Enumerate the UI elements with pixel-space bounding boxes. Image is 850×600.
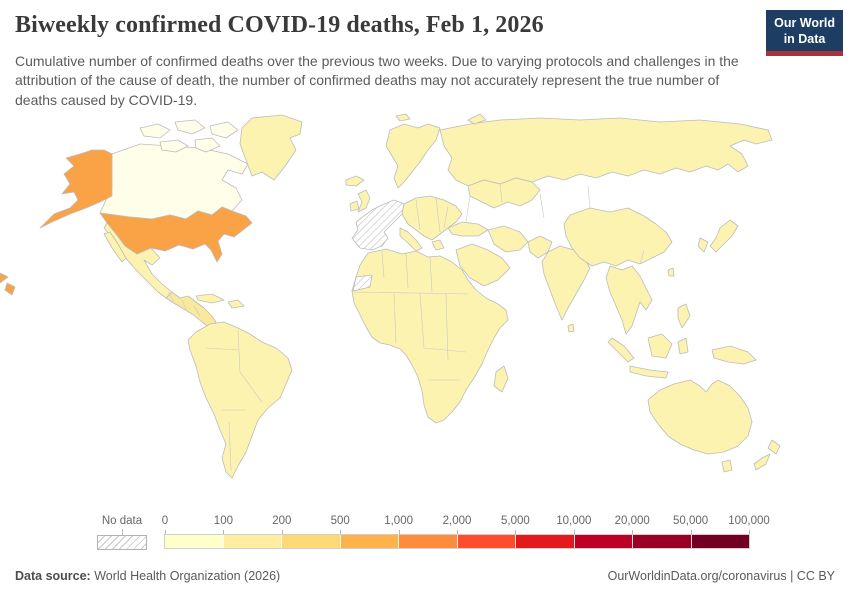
legend-no-data-label: No data	[101, 515, 143, 527]
legend-tick-mark	[457, 530, 458, 536]
world-map	[0, 110, 850, 510]
owid-logo[interactable]: Our World in Data	[766, 10, 843, 57]
legend-bucket[interactable]	[223, 535, 282, 548]
legend-tick-mark	[749, 530, 750, 536]
legend-color-bar	[164, 534, 750, 549]
map-region-greece[interactable]	[431, 239, 445, 251]
legend-bucket[interactable]	[165, 535, 224, 548]
legend-tick-label: 50,000	[673, 515, 709, 527]
map-region-arabia[interactable]	[455, 243, 511, 287]
map-region-new-zealand[interactable]	[753, 439, 781, 471]
legend-tick-label: 1,000	[384, 515, 413, 527]
legend-tick-mark	[515, 530, 517, 536]
map-region-indochina[interactable]	[605, 265, 653, 335]
map-region-madagascar[interactable]	[493, 365, 509, 393]
map-region-philippines[interactable]	[677, 303, 691, 329]
map-region-svalbard[interactable]	[395, 113, 411, 122]
legend-tick-mark	[398, 530, 400, 536]
map-region-western-sahara-no-data[interactable]	[352, 274, 373, 292]
legend-tick-mark	[690, 530, 692, 536]
legend-bucket[interactable]	[633, 535, 692, 548]
legend-bucket[interactable]	[399, 535, 458, 548]
map-region-canada-islands[interactable]	[139, 119, 239, 153]
data-source-text: World Health Organization (2026)	[90, 569, 281, 583]
legend-tick-mark	[281, 530, 283, 536]
map-region-turkey[interactable]	[447, 221, 489, 237]
world-map-svg	[0, 113, 781, 479]
map-region-south-america[interactable]	[187, 321, 293, 479]
legend-bucket[interactable]	[457, 535, 516, 548]
legend-bucket[interactable]	[574, 535, 633, 548]
legend-tick-label: 0	[161, 515, 169, 527]
owid-logo-line1: Our World	[774, 16, 835, 30]
legend-tick-label: 10,000	[556, 515, 592, 527]
map-region-canada[interactable]	[99, 143, 249, 220]
legend-tick-label: 500	[330, 515, 350, 527]
legend-tick-label: 200	[272, 515, 292, 527]
legend-no-data-tick	[122, 529, 123, 535]
legend-color-scale: 0 100 200 500 1,000 2,000 5,000 10,000 20,000 50,…	[161, 514, 770, 550]
map-region-usa-fragment[interactable]	[0, 272, 16, 296]
legend-tick-label: 2,000	[442, 515, 472, 527]
legend-tick-label: 5,000	[501, 515, 530, 527]
map-region-tasmania[interactable]	[721, 459, 733, 473]
map-region-iceland[interactable]	[345, 175, 365, 187]
legend-ticks: 0 100 200 500 1,000 2,000 5,000 10,000 20,000 50,…	[161, 514, 770, 536]
map-region-central-asia[interactable]	[467, 177, 541, 209]
map-region-iran[interactable]	[487, 225, 529, 253]
map-region-novaya-zemlya[interactable]	[467, 113, 487, 125]
country-borders	[167, 183, 645, 471]
legend-bucket[interactable]	[691, 535, 749, 548]
map-region-russia[interactable]	[439, 117, 773, 187]
legend-tick-label: 100	[213, 515, 233, 527]
data-source-label: Data source:	[15, 569, 91, 583]
map-region-japan[interactable]	[709, 219, 739, 253]
map-region-australia[interactable]	[647, 379, 753, 455]
data-source: Data source: World Health Organization (…	[15, 569, 280, 583]
map-region-taiwan[interactable]	[667, 267, 675, 277]
legend-tick-mark	[340, 530, 342, 536]
legend-bucket[interactable]	[340, 535, 399, 548]
map-region-indonesia[interactable]	[607, 333, 689, 379]
map-region-new-guinea[interactable]	[711, 345, 757, 365]
map-region-central-america[interactable]	[165, 291, 217, 329]
map-region-baja[interactable]	[103, 231, 127, 263]
legend-tick-mark	[573, 530, 575, 536]
owid-logo-line2: in Data	[783, 31, 826, 46]
legend-bucket[interactable]	[282, 535, 341, 548]
legend-tick-mark	[223, 530, 225, 536]
map-region-alaska[interactable]	[39, 149, 113, 229]
legend-no-data-swatch[interactable]	[97, 535, 147, 550]
owid-link[interactable]: OurWorldinData.org/coronavirus | CC BY	[607, 569, 835, 583]
map-region-uk-ireland[interactable]	[349, 189, 371, 213]
legend-tick-mark	[632, 530, 634, 536]
legend-tick-label: 20,000	[614, 515, 650, 527]
map-legend: No data 0 100 200 500 1,000 2,000 5,000 10,000 2…	[0, 514, 850, 554]
legend-bucket[interactable]	[516, 535, 575, 548]
map-region-italy[interactable]	[399, 227, 423, 252]
map-region-greenland[interactable]	[239, 114, 303, 181]
chart-footer: Data source: World Health Organization (…	[0, 563, 850, 593]
map-region-china[interactable]	[563, 207, 673, 267]
map-region-sri-lanka[interactable]	[567, 323, 575, 333]
legend-tick-label: 100,000	[728, 515, 770, 527]
map-region-korea[interactable]	[697, 237, 709, 253]
page-title: Biweekly confirmed COVID-19 deaths, Feb …	[15, 12, 544, 38]
legend-tick-mark	[165, 530, 166, 536]
map-region-scandinavia[interactable]	[385, 123, 441, 189]
map-region-cuba[interactable]	[195, 293, 245, 309]
chart-subtitle: Cumulative number of confirmed deaths ov…	[15, 53, 739, 108]
